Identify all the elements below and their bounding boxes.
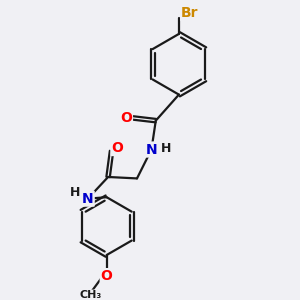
Text: N: N [146,142,157,157]
Text: O: O [101,269,112,283]
Text: H: H [161,142,171,154]
Text: H: H [70,186,80,200]
Text: O: O [120,111,132,125]
Text: CH₃: CH₃ [80,290,102,300]
Text: O: O [111,141,123,155]
Text: N: N [82,192,94,206]
Text: Br: Br [181,6,199,20]
